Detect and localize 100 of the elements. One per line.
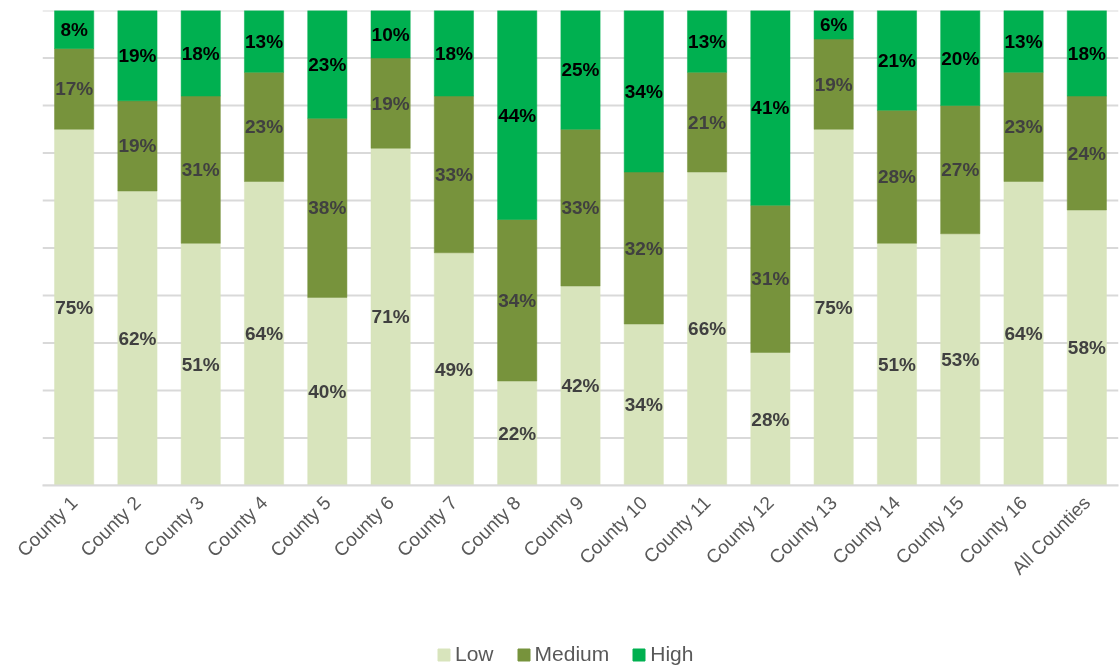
data-label: 38% [308, 197, 347, 219]
data-label: 34% [498, 289, 537, 311]
bar [54, 48, 95, 130]
data-label: 41% [751, 97, 790, 119]
data-label: 17% [55, 78, 94, 100]
data-label: 33% [434, 163, 474, 185]
legend-label: Low [455, 642, 494, 666]
data-label: 8% [60, 19, 88, 40]
data-label: 33% [561, 197, 600, 219]
data-label: 71% [371, 306, 410, 328]
data-label: 22% [498, 422, 537, 444]
legend-label: Medium [534, 642, 610, 666]
bar [307, 118, 348, 298]
bar [813, 129, 854, 486]
data-label: 42% [561, 375, 600, 397]
data-label: 51% [877, 353, 917, 375]
data-label: 20% [941, 47, 980, 69]
bar [750, 10, 791, 206]
data-label: 18% [1067, 42, 1106, 64]
bar [117, 10, 158, 101]
bar [940, 105, 981, 234]
bar [687, 72, 727, 173]
bar [1066, 209, 1107, 486]
data-label: 51% [181, 353, 220, 375]
bar [750, 205, 791, 353]
bar [1066, 95, 1107, 211]
data-label: 21% [877, 49, 917, 71]
data-label: 13% [245, 30, 284, 52]
bar [560, 285, 601, 486]
data-label: 31% [181, 159, 220, 181]
data-label: 21% [688, 111, 727, 133]
data-label: 23% [245, 116, 284, 138]
bar [560, 129, 601, 287]
bar [434, 95, 474, 253]
data-label: 24% [1067, 142, 1106, 164]
bar [877, 110, 917, 244]
bar [307, 10, 348, 119]
bar [54, 129, 95, 486]
bar [434, 252, 474, 486]
bar [370, 57, 411, 149]
data-label: 19% [814, 73, 853, 95]
data-label: 28% [877, 166, 917, 188]
data-label: 62% [118, 327, 157, 349]
data-label: 44% [498, 104, 537, 126]
bar [623, 171, 664, 325]
bar [877, 243, 917, 486]
bar [180, 95, 221, 244]
bar [940, 10, 981, 106]
bar [1003, 72, 1044, 182]
bar [497, 10, 538, 220]
data-label: 19% [118, 45, 157, 67]
bar [1003, 181, 1044, 486]
data-label: 19% [118, 135, 157, 157]
data-label: 13% [688, 30, 727, 52]
data-label: 53% [941, 349, 980, 371]
data-label: 23% [308, 53, 347, 75]
bar [117, 100, 158, 192]
bar [370, 148, 411, 486]
bar [687, 171, 727, 486]
bar [940, 233, 981, 486]
bar [497, 219, 538, 382]
data-label: 28% [751, 408, 790, 430]
data-label: 34% [624, 80, 663, 102]
bar [307, 297, 348, 486]
bar [877, 10, 917, 111]
data-label: 66% [688, 318, 727, 340]
bar [244, 181, 284, 486]
data-label: 13% [1004, 30, 1043, 52]
bar [117, 190, 158, 486]
bar [497, 380, 538, 486]
data-label: 18% [434, 42, 474, 64]
data-label: 27% [941, 159, 980, 181]
bar [1066, 10, 1107, 97]
bar [1003, 10, 1044, 73]
data-label: 32% [624, 237, 663, 259]
data-label: 64% [245, 323, 284, 344]
data-label: 19% [371, 92, 410, 114]
bar [750, 352, 791, 486]
data-label: 31% [751, 268, 790, 290]
data-label: 58% [1067, 337, 1106, 359]
legend-label: High [650, 642, 694, 666]
bar [180, 10, 221, 97]
data-label: 23% [1004, 116, 1043, 138]
data-label: 10% [371, 23, 410, 45]
data-label: 75% [814, 296, 853, 318]
data-label: 6% [819, 14, 848, 36]
bar [623, 323, 664, 486]
data-label: 40% [308, 380, 347, 402]
bar [813, 38, 854, 130]
bar [434, 10, 474, 97]
data-label: 18% [181, 42, 220, 64]
data-label: 75% [55, 296, 94, 318]
data-label: 64% [1004, 323, 1043, 344]
data-label: 34% [624, 394, 663, 416]
bar [244, 72, 284, 182]
bar [560, 10, 601, 130]
data-label: 25% [561, 59, 600, 81]
bar [180, 243, 221, 486]
data-label: 49% [434, 358, 474, 380]
bar [623, 10, 664, 173]
